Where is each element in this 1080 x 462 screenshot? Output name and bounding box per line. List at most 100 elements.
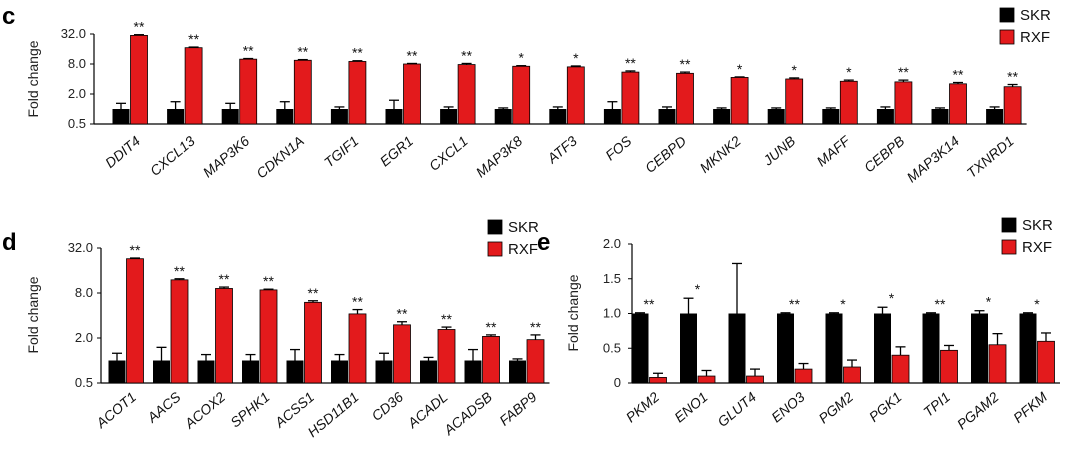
bar-skr-c xyxy=(713,109,731,124)
significance-c: ** xyxy=(297,44,308,60)
category-label-e: ENO3 xyxy=(768,388,808,425)
y-axis-label-c: Fold change xyxy=(25,40,41,117)
significance-d: ** xyxy=(530,319,541,335)
significance-e: * xyxy=(986,294,992,310)
significance-d: ** xyxy=(486,319,497,335)
significance-d: ** xyxy=(441,311,452,327)
bar-skr-c xyxy=(931,109,949,124)
bar-skr-d xyxy=(509,360,526,383)
significance-e: * xyxy=(840,296,846,312)
y-tick-label-e: 0 xyxy=(614,375,621,390)
legend-label-d: SKR xyxy=(508,219,539,236)
bar-rxf-e xyxy=(940,349,958,384)
legend-label-c: SKR xyxy=(1020,7,1051,24)
significance-c: * xyxy=(518,50,524,66)
bar-skr-e xyxy=(631,313,649,383)
category-label-d: FABP9 xyxy=(496,388,540,428)
y-tick-label-e: 1.5 xyxy=(603,271,621,286)
bar-rxf-d xyxy=(348,313,367,384)
panel-label-e: e xyxy=(537,229,550,256)
bar-skr-e xyxy=(1019,313,1037,383)
legend-swatch-c xyxy=(999,7,1015,23)
category-label-d: SPHK1 xyxy=(227,389,272,431)
bar-rxf-c xyxy=(457,64,476,125)
category-label-e: PGK1 xyxy=(866,389,905,425)
significance-d: ** xyxy=(397,306,408,322)
bar-rxf-e xyxy=(746,375,764,384)
significance-c: ** xyxy=(461,47,472,63)
category-label-c: MKNK2 xyxy=(696,132,743,175)
bar-skr-d xyxy=(286,360,304,383)
significance-e: ** xyxy=(935,296,946,312)
category-label-e: PGM2 xyxy=(815,388,856,426)
bar-rxf-e xyxy=(697,375,716,384)
significance-c: ** xyxy=(898,64,909,80)
bar-rxf-d xyxy=(482,336,500,384)
category-label-c: CEBPB xyxy=(861,133,908,176)
category-label-c: CDKN1A xyxy=(253,133,307,182)
bar-skr-c xyxy=(494,109,512,124)
category-label-c: ATF3 xyxy=(543,132,580,166)
bar-skr-c xyxy=(276,109,294,124)
bar-rxf-c xyxy=(949,83,967,125)
bar-rxf-c xyxy=(785,78,804,125)
y-tick-label-d: 0.5 xyxy=(75,375,93,390)
panel-label-d: d xyxy=(2,229,17,256)
category-label-d: ACADSB xyxy=(440,389,495,439)
y-axis-label-d: Fold change xyxy=(25,276,41,353)
category-label-c: CEBPD xyxy=(642,133,689,176)
bar-skr-e xyxy=(874,313,891,383)
significance-d: ** xyxy=(263,273,274,289)
legend-swatch-e xyxy=(1001,239,1017,255)
bar-rxf-c xyxy=(676,72,694,125)
bar-skr-d xyxy=(197,360,215,383)
legend-label-e: RXF xyxy=(1022,239,1052,256)
y-tick-label-c: 2.0 xyxy=(68,86,86,101)
bar-skr-c xyxy=(440,109,458,124)
significance-c: * xyxy=(846,64,852,80)
category-label-c: TXNRD1 xyxy=(964,133,1017,181)
bar-rxf-d xyxy=(170,279,189,384)
bar-skr-e xyxy=(680,313,697,383)
bar-skr-e xyxy=(971,313,988,383)
bar-skr-d xyxy=(242,360,259,383)
bar-rxf-e xyxy=(891,354,910,384)
significance-c: ** xyxy=(134,19,145,35)
bar-rxf-c xyxy=(293,59,312,125)
y-tick-label-e: 2.0 xyxy=(603,236,621,251)
category-label-c: JUNB xyxy=(759,133,798,169)
y-tick-label-d: 8.0 xyxy=(75,285,93,300)
bar-rxf-e xyxy=(843,366,861,384)
significance-e: ** xyxy=(644,296,655,312)
significance-d: ** xyxy=(174,263,185,279)
bar-rxf-d xyxy=(215,288,233,384)
bar-rxf-c xyxy=(512,65,531,125)
y-tick-label-c: 0.5 xyxy=(68,116,86,131)
category-label-c: MAP3K6 xyxy=(200,132,253,180)
bar-skr-c xyxy=(767,109,785,124)
category-label-d: AACS xyxy=(143,388,184,426)
bar-rxf-d xyxy=(437,329,456,384)
bar-rxf-d xyxy=(304,301,322,384)
bar-skr-d xyxy=(464,360,482,383)
category-label-e: ENO1 xyxy=(671,389,710,426)
y-tick-label-e: 1.0 xyxy=(603,306,621,321)
bar-skr-c xyxy=(221,109,239,124)
significance-e: * xyxy=(695,281,701,297)
legend-label-e: SKR xyxy=(1022,217,1053,234)
bar-rxf-c xyxy=(130,34,148,125)
significance-e: ** xyxy=(789,296,800,312)
category-label-e: TPI1 xyxy=(920,389,953,420)
bar-rxf-c xyxy=(621,71,640,125)
significance-d: ** xyxy=(308,285,319,301)
category-label-c: MAP3K8 xyxy=(473,132,526,180)
significance-e: * xyxy=(1034,296,1040,312)
y-tick-label-c: 8.0 xyxy=(68,56,86,71)
bar-rxf-d xyxy=(126,258,144,384)
legend-label-d: RXF xyxy=(508,241,538,258)
bar-skr-c xyxy=(876,109,894,124)
bar-skr-c xyxy=(385,109,403,124)
significance-d: ** xyxy=(352,294,363,310)
category-label-d: ACOX2 xyxy=(181,388,229,432)
